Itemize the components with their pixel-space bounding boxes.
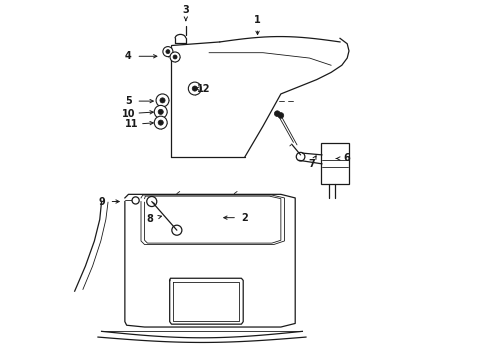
Circle shape: [158, 120, 163, 125]
Circle shape: [158, 109, 163, 114]
Circle shape: [154, 105, 167, 118]
Text: 1: 1: [254, 15, 261, 26]
Circle shape: [156, 94, 169, 107]
Circle shape: [188, 82, 201, 95]
Text: 7: 7: [308, 159, 315, 169]
Text: 10: 10: [122, 109, 135, 119]
Text: 8: 8: [147, 215, 153, 224]
Circle shape: [163, 46, 173, 57]
Circle shape: [192, 86, 197, 91]
Circle shape: [278, 113, 284, 118]
Circle shape: [154, 116, 167, 129]
Text: 6: 6: [344, 153, 350, 163]
Circle shape: [132, 197, 139, 204]
Text: 4: 4: [125, 51, 132, 61]
Text: 12: 12: [197, 84, 211, 94]
Circle shape: [166, 50, 170, 54]
Text: 11: 11: [125, 120, 139, 129]
Circle shape: [160, 98, 165, 103]
Circle shape: [274, 111, 280, 117]
Text: 5: 5: [125, 96, 132, 106]
Circle shape: [170, 52, 180, 62]
Text: 2: 2: [242, 213, 248, 222]
Circle shape: [173, 55, 177, 59]
Text: 3: 3: [182, 5, 189, 15]
Text: 9: 9: [98, 197, 105, 207]
